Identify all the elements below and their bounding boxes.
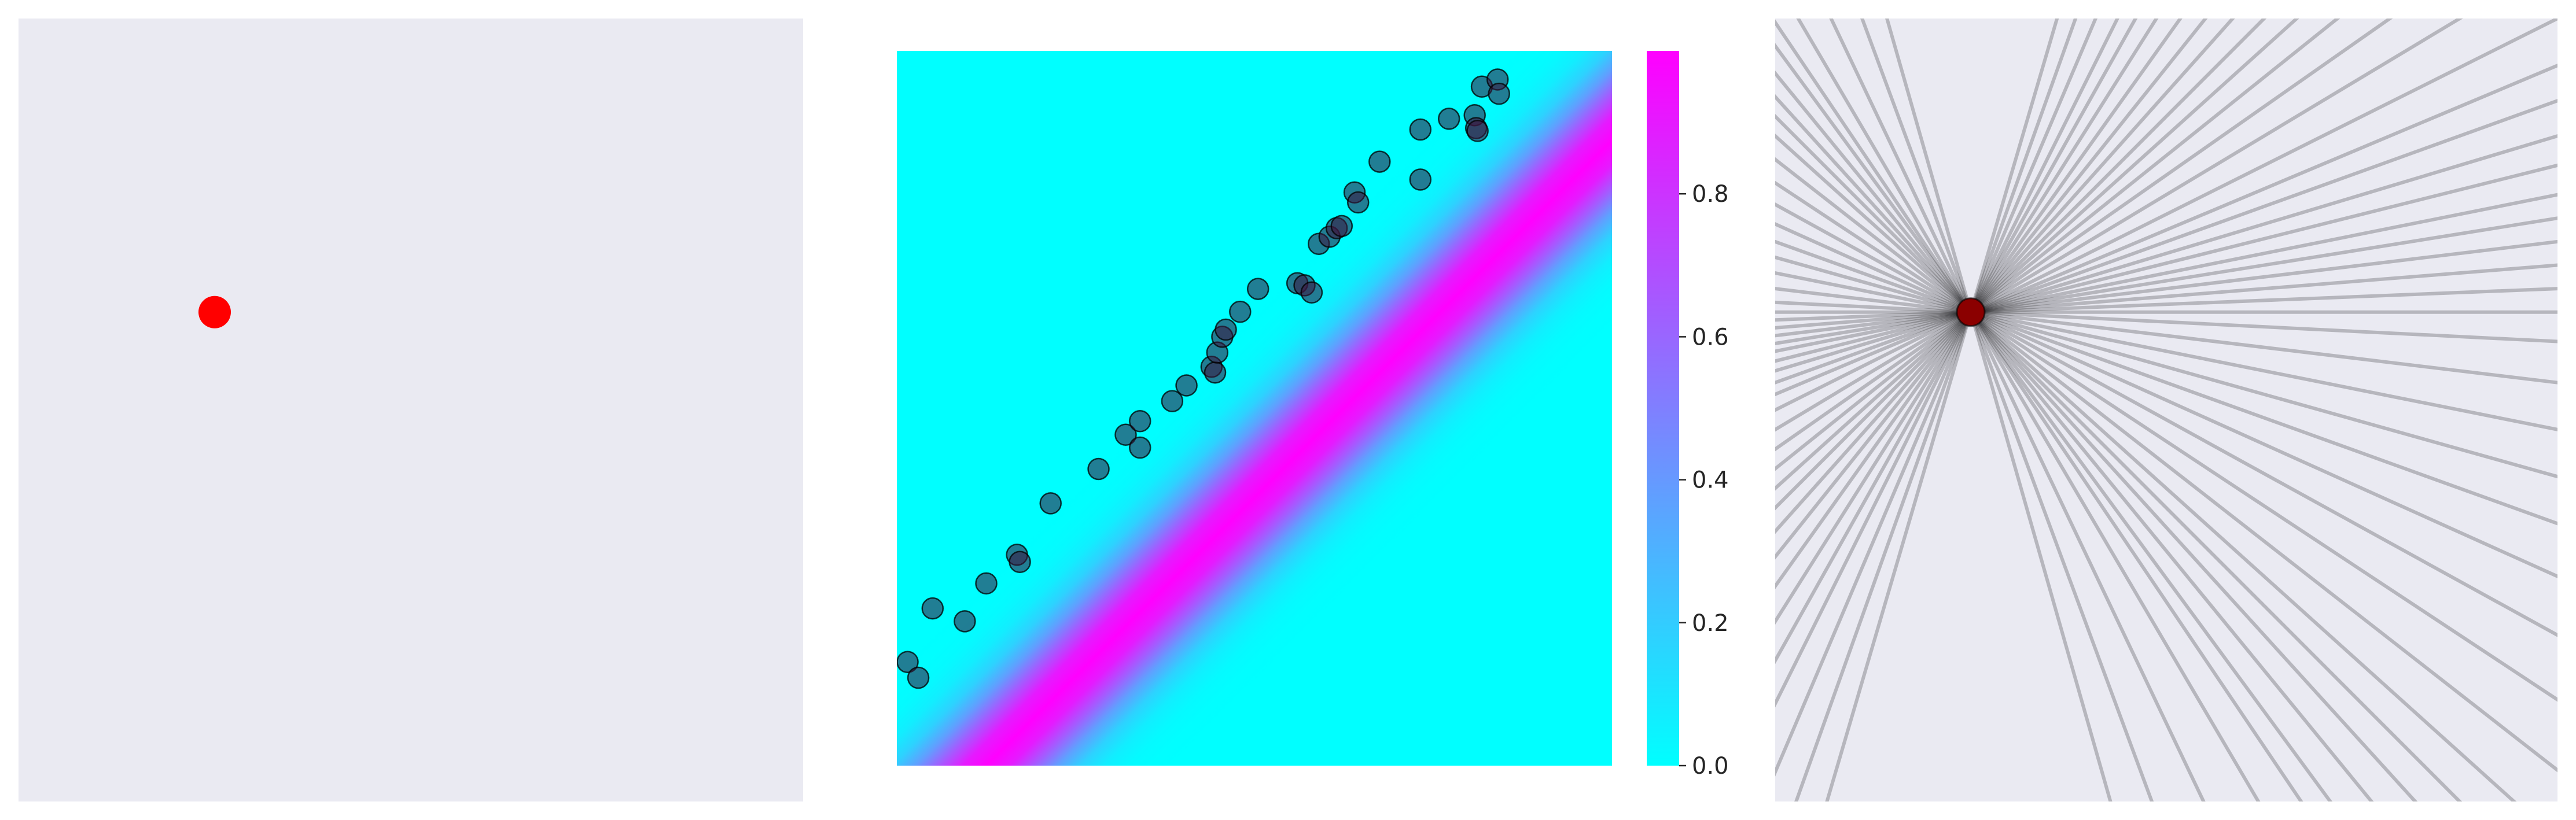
candidate-line-10: [1775, 239, 2557, 526]
scatter-point-6: [1009, 551, 1031, 573]
scatter-point-2: [921, 597, 944, 620]
candidate-line-20: [1775, 193, 2557, 353]
scatter-point-15: [1204, 361, 1227, 384]
candidate-line-26: [1775, 19, 2463, 432]
scatter-point-39: [1488, 82, 1510, 105]
heatmap-field: [897, 51, 1612, 766]
colorbar-graphic: 0.0 0.2 0.4 0.6 0.8: [1647, 51, 1729, 780]
candidate-line-0: [1775, 19, 2303, 801]
heatmap-plot: [897, 51, 1612, 766]
candidate-line-3: [1775, 94, 2418, 801]
scatter-point-12: [1161, 390, 1184, 412]
scatter-point-0: [897, 651, 919, 674]
colorbar-tick-label-1: 0.2: [1692, 610, 1729, 637]
scatter-point-4: [975, 572, 998, 595]
candidate-line-30: [1775, 19, 2267, 511]
colorbar-tick-label-0: 0.0: [1692, 753, 1729, 780]
scatter-point-31: [1409, 118, 1432, 141]
candidate-line-6: [1775, 157, 2557, 773]
lines-panel: [1775, 19, 2557, 801]
scatter-point-29: [1346, 191, 1370, 214]
colorbar: 0.0 0.2 0.4 0.6 0.8: [1647, 51, 1780, 780]
candidate-line-19: [1775, 216, 2557, 345]
scatter-point-10: [1128, 409, 1151, 433]
candidate-line-4: [1775, 114, 2463, 801]
candidate-line-13: [1775, 287, 2557, 385]
candidate-line-1: [1775, 43, 2333, 801]
candidate-line-24: [1775, 63, 2557, 397]
scatter-point-7: [1039, 492, 1062, 515]
scatter-point-18: [1215, 318, 1237, 341]
candidate-line-33: [1775, 19, 2183, 589]
candidate-line-31: [1775, 19, 2235, 534]
scatter-point-8: [1087, 457, 1110, 481]
heatmap-panel: [897, 51, 1612, 766]
scatter-point-27: [1330, 215, 1353, 238]
candidate-line-7: [1775, 180, 2557, 702]
candidate-line-16: [1775, 287, 2557, 322]
scatter-point-11: [1128, 436, 1151, 459]
candidate-line-17: [1775, 263, 2557, 330]
focus-point: [1956, 297, 1986, 327]
data-point-0: [198, 296, 231, 328]
candidate-line-32: [1775, 19, 2208, 560]
candidate-line-27: [1775, 19, 2393, 452]
candidate-line-2: [1775, 71, 2374, 801]
scatter-point-23: [1300, 281, 1323, 304]
scatter-point-3: [954, 610, 976, 633]
scatter-plot: [198, 296, 231, 328]
candidate-line-14: [1775, 300, 2557, 343]
colorbar-tick-label-2: 0.4: [1692, 467, 1729, 494]
candidate-line-5: [1775, 134, 2517, 801]
scatter-panel: [19, 19, 803, 801]
scatter-point-30: [1368, 150, 1391, 173]
candidate-line-22: [1775, 134, 2557, 373]
candidate-line-12: [1775, 271, 2557, 431]
candidate-line-9: [1775, 222, 2557, 579]
candidate-line-21: [1775, 163, 2557, 363]
scatter-point-20: [1246, 278, 1269, 300]
scatter-point-1: [907, 666, 930, 689]
colorbar-tick-label-3: 0.6: [1692, 324, 1729, 350]
candidate-line-40: [1796, 19, 2261, 801]
candidate-line-29: [1775, 19, 2299, 491]
colorbar-gradient: [1647, 51, 1679, 766]
colorbar-tick-label-4: 0.8: [1692, 181, 1729, 208]
candidate-line-25: [1775, 19, 2557, 412]
scatter-point-13: [1175, 374, 1198, 397]
scatter-point-32: [1409, 168, 1432, 191]
candidate-line-28: [1775, 19, 2341, 471]
lines-plot: [1775, 19, 2557, 801]
candidate-line-11: [1775, 255, 2557, 479]
scatter-point-33: [1437, 108, 1460, 130]
candidate-line-18: [1775, 239, 2557, 338]
candidate-line-23: [1775, 98, 2557, 385]
scatter-point-9: [1114, 423, 1137, 446]
candidate-line-8: [1775, 202, 2557, 637]
scatter-point-19: [1229, 300, 1252, 323]
candidate-line-41: [1829, 19, 2206, 801]
scatter-point-36: [1466, 120, 1489, 142]
